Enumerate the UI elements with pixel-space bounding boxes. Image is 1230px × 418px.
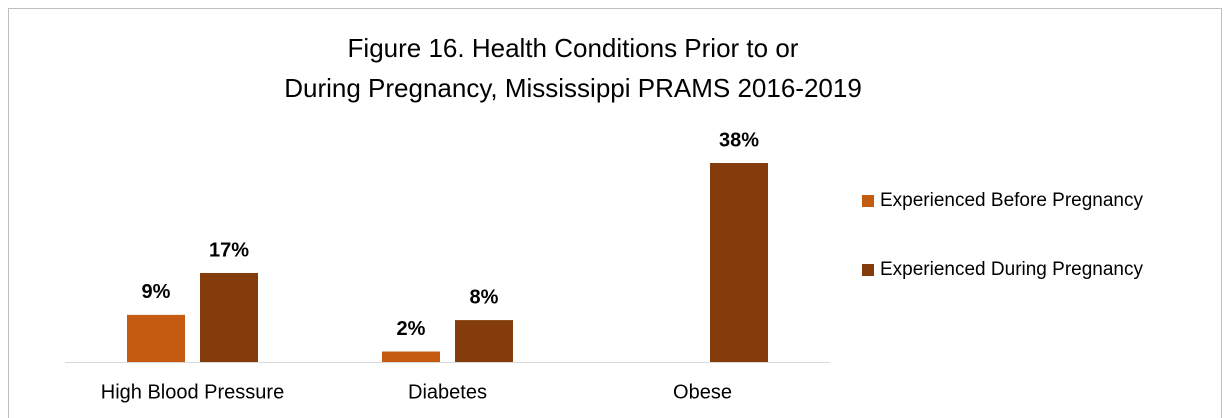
legend-label: Experienced Before Pregnancy [880,190,1143,211]
legend-label: Experienced During Pregnancy [880,259,1143,280]
data-label: 17% [209,239,249,261]
data-label: 9% [142,281,171,303]
chart-title: During Pregnancy, Mississippi PRAMS 2016… [284,73,862,103]
x-tick-label: High Blood Pressure [101,381,284,403]
bar [127,314,185,362]
x-tick-label: Diabetes [408,381,487,403]
legend-swatch [862,195,874,207]
data-label: 8% [470,286,499,308]
legend-swatch [862,264,874,276]
data-label: 2% [397,318,426,340]
chart-title: Figure 16. Health Conditions Prior to or [348,33,799,63]
data-label: 38% [719,129,759,151]
bar [382,351,440,362]
chart-frame [8,8,1222,418]
bar [200,272,258,362]
bar [710,163,768,362]
x-tick-label: Obese [673,381,732,403]
bar [455,320,513,362]
